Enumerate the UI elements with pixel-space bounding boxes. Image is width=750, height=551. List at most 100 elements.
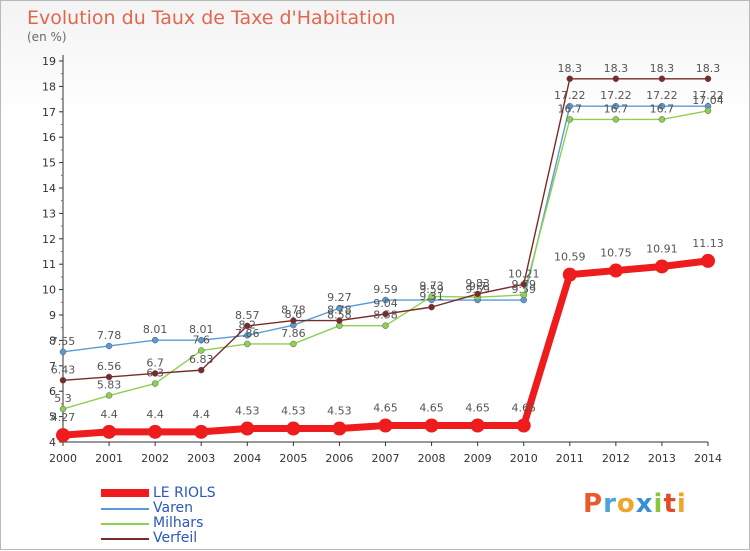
y-tick-label: 10 [42,284,56,297]
data-label: 7.55 [51,335,76,348]
data-point [194,424,209,439]
data-label: 6.7 [146,356,164,369]
logo-letter: o [616,489,636,519]
data-point [378,418,393,433]
data-point [382,322,389,329]
data-label: 7.86 [235,327,260,340]
data-point [197,366,205,374]
data-point [520,281,527,288]
data-point [474,290,481,298]
data-label: 7.78 [97,329,122,342]
proxiti-logo: Proxiti [583,489,687,519]
data-point [105,392,113,399]
x-tick-label: 2000 [49,452,77,465]
y-tick-label: 7 [49,360,56,373]
x-tick-label: 2007 [372,452,400,465]
data-label: 18.3 [650,62,675,75]
data-point [658,102,666,110]
data-label: 11.13 [692,237,724,250]
data-point [428,303,435,311]
data-label: 4.65 [419,401,444,414]
y-tick-label: 17 [42,106,56,119]
data-label: 9.7 [469,280,487,293]
data-point [197,336,205,344]
logo-letter: i [676,489,687,519]
data-label: 4.4 [192,408,210,421]
data-point [562,267,577,282]
legend-swatch-le-riols [101,489,149,497]
data-label: 8.01 [189,323,214,336]
data-point [470,418,485,433]
x-tick-label: 2013 [648,452,676,465]
data-label: 9.27 [327,291,352,304]
legend-swatch-milhars [101,523,149,525]
data-label: 5.3 [54,392,72,405]
data-point [151,336,159,344]
x-tick-label: 2004 [233,452,261,465]
x-tick-label: 2005 [279,452,307,465]
data-point [105,373,113,381]
logo-letter: P [583,489,604,519]
data-point [566,75,574,83]
y-tick-label: 16 [42,131,56,144]
x-tick-label: 2009 [464,452,492,465]
data-label: 8.58 [327,309,352,322]
data-point [290,317,297,324]
data-label: 4.53 [281,405,306,418]
data-point [244,322,251,330]
y-tick-label: 4 [49,436,56,449]
data-label: 4.27 [51,411,76,424]
data-label: 16.7 [558,102,583,115]
x-tick-label: 2006 [325,452,353,465]
data-point [566,116,574,123]
x-tick-label: 2012 [602,452,630,465]
data-point [382,296,389,304]
data-label: 9.83 [465,277,490,290]
data-label: 17.22 [600,89,632,102]
data-point [290,340,297,348]
data-point [336,304,343,312]
data-label: 9.04 [373,297,398,310]
logo-letter: x [635,489,654,519]
data-point [59,348,67,356]
logo-letter: r [603,489,617,519]
data-point [608,263,623,278]
data-label: 6.43 [51,363,76,376]
data-label: 18.3 [558,62,583,75]
data-label: 10.75 [600,247,632,260]
data-label: 8.01 [143,323,168,336]
data-point [240,421,255,436]
y-tick-label: 18 [42,80,56,93]
chart-subtitle: (en %) [27,30,67,44]
data-label: 10.91 [646,242,678,255]
data-point [151,380,159,387]
data-label: 8.6 [285,308,303,321]
data-point [654,259,669,274]
x-tick-label: 2011 [556,452,584,465]
data-point [382,310,389,318]
legend-label-le-riols: LE RIOLS [153,485,216,501]
data-label: 10.21 [508,267,540,280]
legend-swatch-verfeil [101,538,149,540]
data-label: 18.3 [696,62,721,75]
data-label: 9.59 [373,283,398,296]
data-label: 4.4 [100,408,118,421]
data-label: 4.53 [235,405,260,418]
data-point [59,377,67,384]
data-point [151,370,159,377]
data-label: 9.59 [419,283,444,296]
data-point [424,418,439,433]
data-point [658,116,666,123]
data-label: 6.83 [189,353,214,366]
data-point [566,102,574,110]
data-label: 4.65 [373,401,398,414]
x-tick-label: 2010 [510,452,538,465]
data-label: 16.7 [650,102,675,115]
data-label: 18.3 [604,62,629,75]
data-point [520,291,527,299]
y-tick-label: 15 [42,157,56,170]
y-tick-label: 9 [49,309,56,322]
data-point [612,75,620,83]
